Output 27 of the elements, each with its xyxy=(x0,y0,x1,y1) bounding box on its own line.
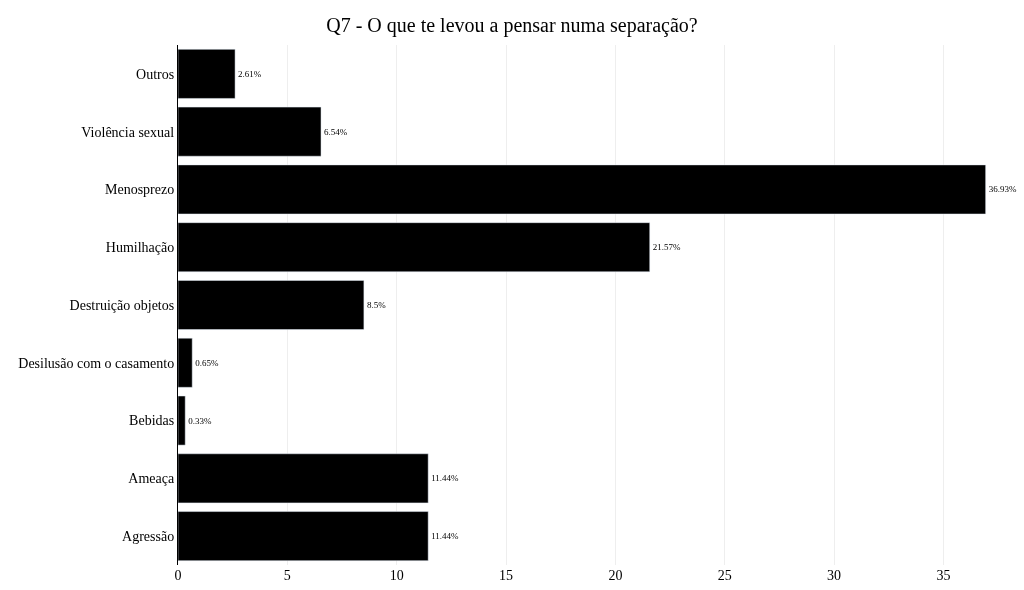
y-tick-label: Menosprezo xyxy=(105,182,175,198)
x-tick-label: 30 xyxy=(827,568,842,583)
x-tick-label: 5 xyxy=(283,568,291,583)
x-tick-label: 15 xyxy=(499,568,514,583)
data-label: 8.5% xyxy=(366,300,387,310)
data-label: 0.33% xyxy=(188,415,212,426)
x-tick-label: 35 xyxy=(936,568,951,583)
x-tick-label: 10 xyxy=(389,568,404,583)
y-tick-label: Agressão xyxy=(122,529,175,545)
x-tick-label: 25 xyxy=(717,568,732,583)
y-tick-label: Destruição objetos xyxy=(69,297,175,313)
y-tick-label: Bebidas xyxy=(129,413,175,429)
data-label: 6.54% xyxy=(324,126,348,137)
data-label: 21.57% xyxy=(652,242,681,253)
data-label: 11.44% xyxy=(431,531,460,542)
y-tick-label: Ameaça xyxy=(128,471,175,487)
y-tick-label: Humilhação xyxy=(105,240,175,256)
y-tick-label: Violência sexual xyxy=(81,124,175,140)
data-label: 0.65% xyxy=(195,357,219,368)
y-tick-label: Outros xyxy=(136,66,175,82)
y-tick-label: Desilusão com o casamento xyxy=(18,355,175,371)
chart-title: Q7 - O que te levou a pensar numa separação? xyxy=(326,13,698,37)
data-label: 36.93% xyxy=(988,184,1017,195)
data-label: 11.44% xyxy=(431,473,460,484)
x-tick-label: 20 xyxy=(608,568,623,583)
data-label: 2.61% xyxy=(238,68,262,79)
x-tick-label: 0 xyxy=(174,568,182,583)
